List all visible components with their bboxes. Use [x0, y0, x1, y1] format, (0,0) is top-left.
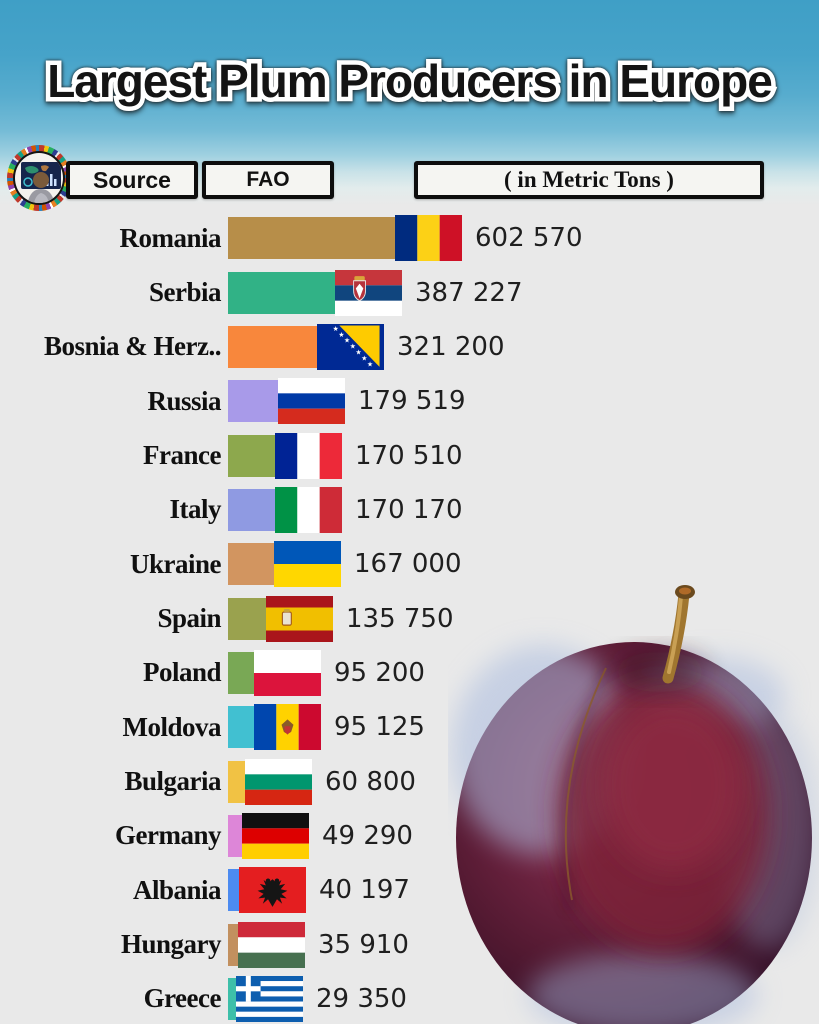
flag-bosnia-icon: ★★★★★★★	[317, 323, 384, 370]
country-label: Greece	[143, 983, 222, 1014]
world-flags-logo	[7, 145, 71, 211]
value-bar	[228, 977, 236, 1020]
flag-poland-icon	[254, 649, 321, 696]
chart-row: Bosnia & Herz.. ★ ★ ★ ★ ★ ★ ★ 321 200	[0, 320, 819, 374]
value-bar	[228, 380, 278, 423]
value-bar	[228, 543, 274, 586]
svg-text:★: ★	[338, 331, 344, 339]
flag-spain-icon	[266, 595, 333, 642]
country-label: France	[143, 440, 221, 471]
chart-row: France 170 510	[0, 428, 819, 482]
value-bar	[228, 488, 275, 531]
country-label: Romania	[119, 222, 221, 253]
source-label: Source	[93, 166, 171, 193]
page-title: Largest Plum Producers in Europe	[43, 51, 778, 112]
value-bar	[228, 814, 242, 857]
flag-albania-icon	[239, 867, 306, 914]
value-label: 29 350	[316, 983, 407, 1014]
value-label: 602 570	[475, 223, 583, 254]
value-label: 321 200	[397, 331, 505, 362]
country-label: Ukraine	[130, 548, 222, 579]
chart-row: Hungary 35 910	[0, 917, 819, 971]
value-label: 35 910	[318, 929, 409, 960]
value-bar	[228, 597, 266, 640]
country-label: Bulgaria	[124, 766, 221, 797]
flag-russia-icon	[278, 378, 345, 425]
value-label: 387 227	[415, 277, 523, 308]
chart-row: Poland 95 200	[0, 646, 819, 700]
value-bar	[228, 651, 254, 694]
value-label: 170 510	[355, 440, 463, 471]
svg-text:★: ★	[367, 360, 373, 368]
value-label: 135 750	[346, 603, 454, 634]
chart-row: Moldova 95 125	[0, 700, 819, 754]
value-label: 167 000	[354, 549, 462, 580]
chart-row: Albania 40 197	[0, 863, 819, 917]
country-label: Moldova	[122, 711, 221, 742]
flag-ukraine-icon	[274, 541, 341, 588]
bar-chart: Romania 602 570 Serbia 387 227 Bosnia & …	[0, 211, 819, 1024]
country-label: Hungary	[120, 929, 222, 960]
chart-row: Greece 29 350	[0, 972, 819, 1024]
value-bar	[228, 434, 275, 477]
svg-text:★: ★	[350, 342, 356, 350]
flag-romania-icon	[395, 215, 462, 262]
value-bar	[228, 706, 254, 749]
value-bar	[228, 217, 395, 260]
source-label-box: Source	[66, 161, 198, 199]
chart-row: Romania 602 570	[0, 211, 819, 265]
value-bar	[228, 325, 317, 368]
source-value: FAO	[246, 168, 290, 191]
flag-france-icon	[275, 432, 342, 479]
chart-row: Germany 49 290	[0, 809, 819, 863]
flag-serbia-icon	[335, 269, 402, 316]
flag-bulgaria-icon	[245, 758, 312, 805]
analyst-at-screen-icon	[13, 151, 65, 205]
svg-text:★: ★	[361, 354, 367, 362]
svg-text:★: ★	[333, 325, 339, 333]
country-label: Bosnia & Herz..	[44, 331, 221, 362]
chart-row: Italy 170 170	[0, 483, 819, 537]
value-label: 95 125	[334, 712, 425, 743]
value-label: 40 197	[319, 875, 410, 906]
flag-italy-icon	[275, 486, 342, 533]
chart-row: Bulgaria 60 800	[0, 754, 819, 808]
value-label: 49 290	[322, 820, 413, 851]
value-label: 170 170	[355, 494, 463, 525]
value-bar	[228, 760, 245, 803]
chart-row: Spain 135 750	[0, 591, 819, 645]
value-label: 95 200	[334, 657, 425, 688]
unit-label-box: ( in Metric Tons )	[414, 161, 764, 199]
country-label: Albania	[132, 874, 222, 905]
value-bar	[228, 869, 239, 912]
unit-label: ( in Metric Tons )	[504, 167, 674, 192]
country-label: Italy	[169, 494, 222, 525]
flag-greece-icon	[236, 975, 303, 1022]
plum-photo	[451, 585, 819, 1024]
country-label: Serbia	[148, 277, 222, 308]
flag-moldova-icon	[254, 704, 321, 751]
value-label: 60 800	[325, 766, 416, 797]
country-label: Spain	[157, 603, 221, 634]
flag-hungary-icon	[238, 921, 305, 968]
source-value-box: FAO	[202, 161, 334, 199]
svg-text:★: ★	[344, 336, 350, 344]
value-bar	[228, 923, 238, 966]
chart-row: Ukraine 167 000	[0, 537, 819, 591]
country-label: Russia	[147, 385, 221, 416]
value-bar	[228, 271, 335, 314]
svg-text:★: ★	[356, 348, 362, 356]
country-label: Germany	[115, 820, 221, 851]
value-label: 179 519	[358, 386, 466, 417]
chart-row: Russia 179 519	[0, 374, 819, 428]
flag-germany-icon	[242, 812, 309, 859]
country-label: Poland	[142, 657, 222, 688]
chart-row: Serbia 387 227	[0, 265, 819, 319]
